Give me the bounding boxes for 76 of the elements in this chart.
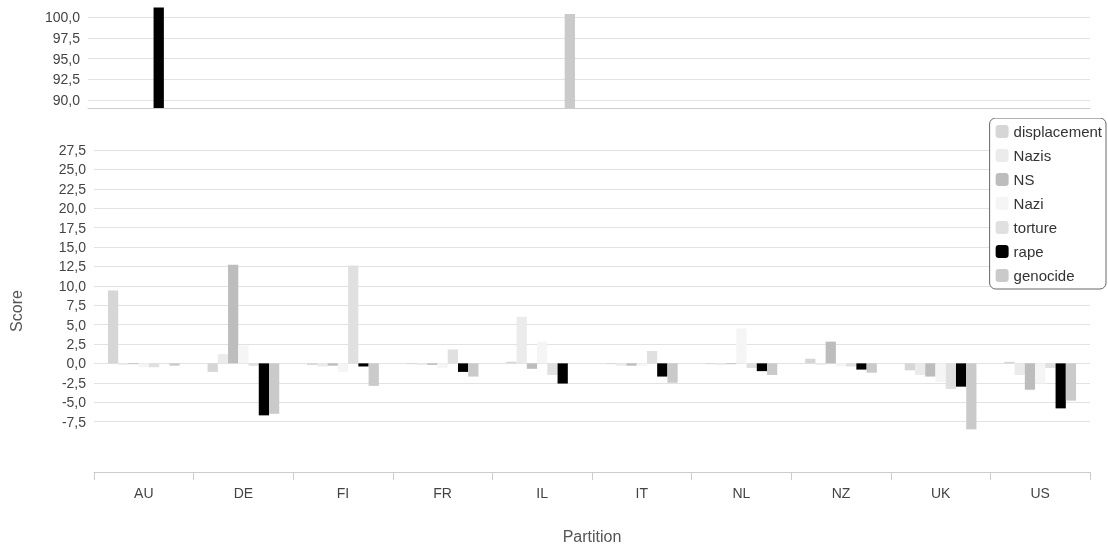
bar <box>657 363 668 377</box>
bar <box>437 363 448 369</box>
bar <box>526 363 538 369</box>
y-tick-label: 2,5 <box>66 335 87 352</box>
y-tick-label: 100,0 <box>44 9 81 26</box>
bar <box>457 363 469 372</box>
bar <box>914 363 926 376</box>
x-tick-label: IL <box>536 485 549 501</box>
bar <box>368 363 379 386</box>
bar <box>866 363 877 373</box>
bar <box>856 363 867 370</box>
bar <box>1065 363 1077 401</box>
bar <box>258 363 270 416</box>
bar <box>1035 363 1046 384</box>
y-tick-label: -5,0 <box>61 394 87 411</box>
legend-label: genocide <box>1013 267 1075 284</box>
x-tick-label: AU <box>134 485 154 501</box>
legend-label: rape <box>1013 243 1044 260</box>
bar <box>269 363 280 414</box>
bar <box>557 363 568 384</box>
y-tick-label: 10,0 <box>58 277 87 294</box>
y-tick-label: 92,5 <box>52 71 81 88</box>
legend-label: NS <box>1013 171 1035 188</box>
y-tick-label: -7,5 <box>61 413 87 430</box>
y-tick-label: 97,5 <box>52 29 81 46</box>
y-tick-label: 7,5 <box>66 297 87 314</box>
bar <box>1045 363 1056 369</box>
bar <box>228 264 239 364</box>
bar <box>935 363 946 382</box>
bar <box>1055 363 1066 409</box>
legend-label: Nazis <box>1013 147 1052 164</box>
x-tick-label: IT <box>635 485 649 501</box>
bar <box>358 363 369 367</box>
x-tick-label: FR <box>433 485 452 501</box>
y-tick-label: 95,0 <box>52 50 81 67</box>
bar <box>537 341 548 364</box>
bar <box>138 363 149 368</box>
x-tick-label: US <box>1030 485 1050 501</box>
y-tick-label: 0,0 <box>66 355 87 372</box>
x-tick-label: NZ <box>831 485 851 501</box>
y-tick-label: 22,5 <box>58 180 87 197</box>
x-axis-title: Partition <box>562 527 622 545</box>
bar <box>736 328 747 364</box>
bar <box>955 363 967 387</box>
bar <box>925 363 936 377</box>
bar <box>238 345 249 364</box>
y-tick-label: 5,0 <box>66 316 87 333</box>
bar <box>626 363 637 366</box>
bar <box>667 363 678 383</box>
y-tick-label: 15,0 <box>58 238 87 255</box>
bar <box>169 363 180 366</box>
y-tick-label: 12,5 <box>58 258 87 275</box>
y-tick-label: 25,0 <box>58 161 87 178</box>
bar <box>616 363 627 366</box>
bar <box>327 363 338 366</box>
legend-label: torture <box>1013 219 1057 236</box>
y-tick-label: 27,5 <box>58 142 87 158</box>
y-axis-title: Score <box>7 290 25 332</box>
y-tick-label: -2,5 <box>61 374 87 391</box>
bar <box>767 363 778 376</box>
legend-label: Nazi <box>1013 195 1044 212</box>
legend-label: displacement <box>1013 123 1103 140</box>
bar <box>1024 363 1036 390</box>
bar <box>825 341 836 364</box>
bar <box>337 363 349 372</box>
bar <box>317 363 328 367</box>
x-tick-label: FI <box>336 485 350 501</box>
y-tick-label: 17,5 <box>58 219 87 236</box>
bar <box>966 363 977 430</box>
bar <box>756 363 768 372</box>
y-tick-label: 20,0 <box>58 200 87 217</box>
y-tick-label: 90,0 <box>52 91 81 108</box>
bar <box>468 363 479 377</box>
x-tick-label: DE <box>233 485 254 501</box>
x-tick-label: NL <box>732 485 751 501</box>
x-tick-label: UK <box>930 485 951 501</box>
